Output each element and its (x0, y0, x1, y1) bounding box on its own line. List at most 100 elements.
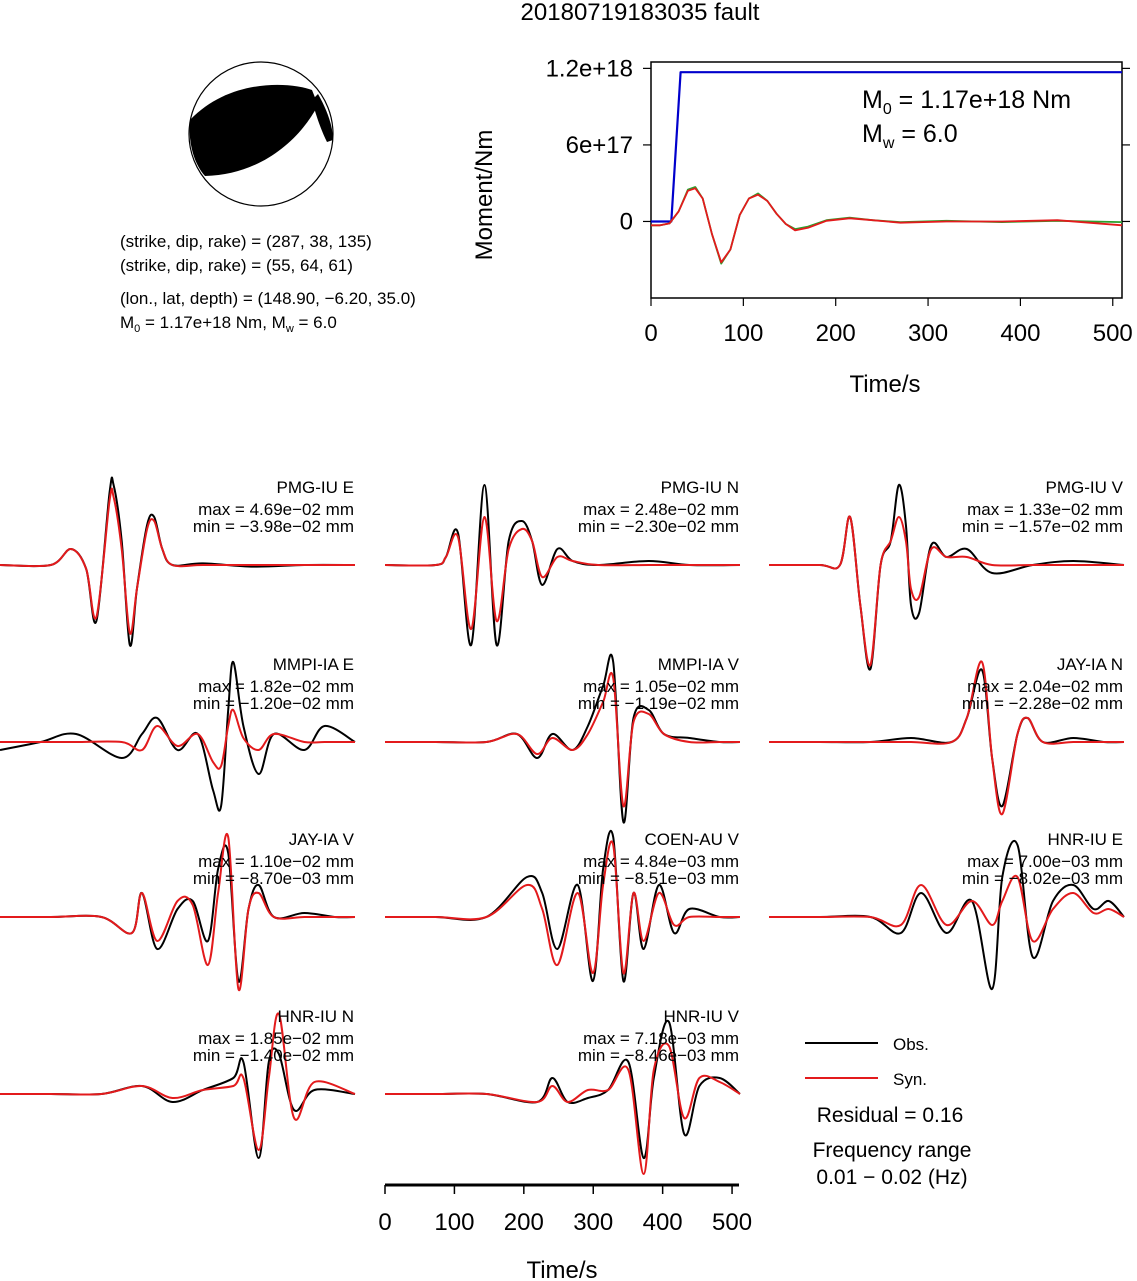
waveform-x-tick-label: 100 (434, 1209, 474, 1236)
moment-x-tick-label: 0 (644, 320, 657, 347)
station-name: MMPI-IA V (658, 655, 740, 674)
synthetic-trace (769, 874, 1125, 943)
waveform-x-tick-label: 200 (504, 1209, 544, 1236)
moment-x-tick-label: 500 (1093, 320, 1133, 347)
station-max: max = 1.85e−02 mm (198, 1029, 354, 1048)
station-min: min = −1.57e−02 mm (962, 517, 1123, 536)
moment-plot: 0 100 200 300 400 500 0 6e+17 1.2e+18 Time/s Mom… (471, 55, 1133, 398)
waveform-x-tick-label: 500 (712, 1209, 752, 1236)
figure-title: 20180719183035 fault (521, 0, 760, 26)
station-name: PMG-IU N (661, 478, 739, 497)
station-max: max = 7.18e−03 mm (583, 1029, 739, 1048)
synthetic-trace (385, 840, 740, 975)
beachball-compressional-quadrant-2 (312, 94, 333, 142)
moment-y-tick-label: 6e+17 (566, 132, 633, 159)
station-min: min = −1.20e−02 mm (193, 694, 354, 713)
station-name: MMPI-IA E (273, 655, 354, 674)
synthetic-trace (0, 708, 355, 770)
station-max: max = 2.48e−02 mm (583, 500, 739, 519)
station-min: min = −1.19e−02 mm (578, 694, 739, 713)
station-max: max = 7.00e−03 mm (967, 852, 1123, 871)
station-min: min = −2.28e−02 mm (962, 694, 1123, 713)
waveform-x-tick-label: 0 (378, 1209, 391, 1236)
nodal-plane-2: (strike, dip, rake) = (55, 64, 61) (120, 256, 353, 275)
legend-syn-label: Syn. (893, 1070, 927, 1089)
moment-series-line-red (651, 187, 1123, 264)
synthetic-trace (768, 660, 1124, 816)
station-max: max = 1.82e−02 mm (198, 677, 354, 696)
synthetic-trace (385, 1042, 741, 1176)
moment-y-tick-label: 0 (620, 208, 633, 235)
location-depth: (lon., lat, depth) = (148.90, −6.20, 35.… (120, 289, 416, 308)
station-name: PMG-IU V (1046, 478, 1124, 497)
station-name: HNR-IU V (663, 1007, 739, 1026)
station-name: HNR-IU N (278, 1007, 355, 1026)
station-min: min = −1.40e−02 mm (193, 1046, 354, 1065)
station-max: max = 4.69e−02 mm (198, 500, 354, 519)
moment-x-tick-label: 300 (908, 320, 948, 347)
residual-text: Residual = 0.16 (817, 1104, 964, 1127)
moment-x-tick-label: 100 (723, 320, 763, 347)
moment-m0-annotation: M0 = 1.17e+18 Nm (862, 86, 1071, 118)
station-min: min = −3.98e−02 mm (193, 517, 354, 536)
moment-ylabel: Moment/Nm (471, 130, 498, 261)
station-name: COEN-AU V (645, 830, 740, 849)
moment-axes: 0 100 200 300 400 500 0 6e+17 1.2e+18 (546, 55, 1133, 347)
moment-xlabel: Time/s (849, 371, 920, 398)
waveform-x-tick-label: 400 (643, 1209, 683, 1236)
station-name: JAY-IA N (1057, 655, 1123, 674)
station-name: PMG-IU E (277, 478, 354, 497)
station-max: max = 1.05e−02 mm (583, 677, 739, 696)
nodal-plane-1: (strike, dip, rake) = (287, 38, 135) (120, 232, 372, 251)
beachball-diagram (188, 61, 334, 207)
moment-plot-frame (650, 61, 1123, 299)
moment-series-line-green (651, 186, 1123, 265)
station-max: max = 1.10e−02 mm (198, 852, 354, 871)
moment-series (651, 71, 1123, 265)
moment-x-tick-label: 400 (1000, 320, 1040, 347)
observed-trace (769, 840, 1125, 991)
synthetic-trace (0, 1012, 356, 1152)
station-max: max = 1.33e−02 mm (967, 500, 1123, 519)
synthetic-trace (0, 833, 355, 992)
beachball-compressional-quadrant (189, 84, 318, 176)
station-max: max = 4.84e−03 mm (583, 852, 739, 871)
synthetic-trace (768, 515, 1124, 667)
observed-trace (385, 829, 741, 983)
waveform-time-axis: 0 100 200 300 400 500 (378, 1183, 752, 1236)
legend-obs-label: Obs. (893, 1035, 929, 1054)
frequency-range-value: 0.01 − 0.02 (Hz) (816, 1166, 967, 1189)
station-min: min = −2.30e−02 mm (578, 517, 739, 536)
moment-series-line-blue (651, 71, 1122, 223)
synthetic-trace (384, 515, 740, 631)
station-name: HNR-IU E (1047, 830, 1123, 849)
synthetic-trace (0, 487, 355, 635)
legend: Obs. Syn. Residual = 0.16 Frequency rang… (805, 1035, 971, 1189)
moment-x-tick-label: 200 (816, 320, 856, 347)
moment-magnitude-summary: M0 = 1.17e+18 Nm, Mw = 6.0 (120, 313, 337, 335)
station-min: min = −8.70e−03 mm (193, 869, 354, 888)
waveform-xlabel: Time/s (526, 1257, 597, 1281)
moment-y-tick-label: 1.2e+18 (546, 55, 633, 82)
moment-mw-annotation: Mw = 6.0 (862, 120, 958, 152)
frequency-range-label: Frequency range (813, 1139, 972, 1162)
station-min: min = −8.51e−03 mm (578, 869, 739, 888)
station-name: JAY-IA V (289, 830, 355, 849)
synthetic-trace (384, 672, 740, 808)
station-min: min = −8.46e−03 mm (578, 1046, 739, 1065)
waveform-x-tick-label: 300 (573, 1209, 613, 1236)
station-min: min = −8.02e−03 mm (962, 869, 1123, 888)
